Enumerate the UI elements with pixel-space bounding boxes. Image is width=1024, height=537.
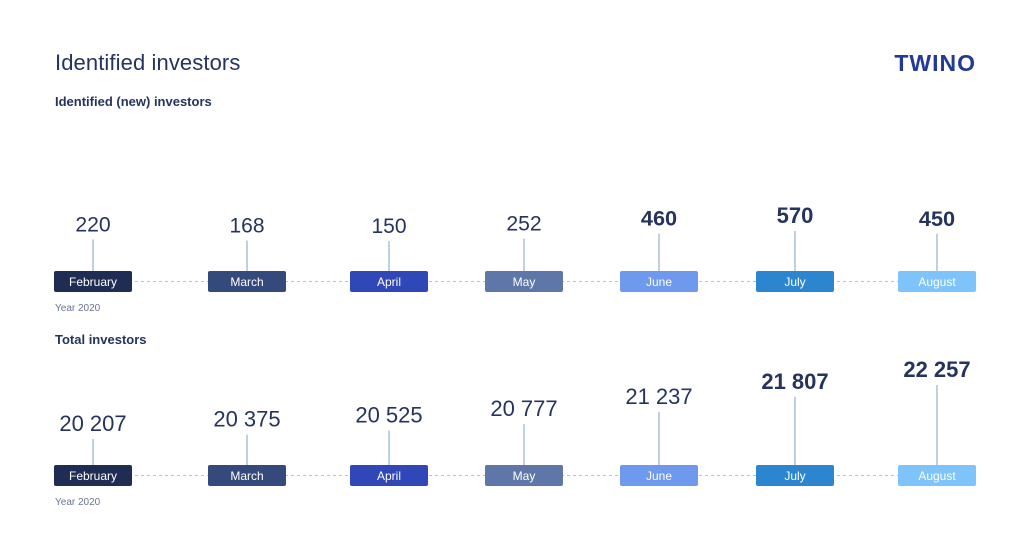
value-label: 22 257 <box>903 357 970 382</box>
value-label: 20 207 <box>59 411 126 436</box>
month-label: April <box>377 469 401 483</box>
value-label: 570 <box>777 203 814 228</box>
month-marker <box>208 465 286 486</box>
month-label: February <box>69 469 117 483</box>
value-label: 20 375 <box>213 407 280 432</box>
month-label: February <box>69 275 117 289</box>
total-investors-label: Total investors <box>55 332 147 347</box>
month-marker <box>350 271 428 292</box>
month-label: May <box>513 275 536 289</box>
month-label: August <box>918 275 956 289</box>
value-label: 168 <box>229 215 264 238</box>
month-marker <box>208 271 286 292</box>
month-marker <box>485 465 563 486</box>
month-marker <box>620 271 698 292</box>
month-marker <box>485 271 563 292</box>
new-investors-subtitle: Identified (new) investors <box>55 94 212 109</box>
month-label: August <box>918 469 956 483</box>
value-label: 252 <box>506 213 541 236</box>
month-label: June <box>646 469 672 483</box>
twino-logo: TWINO <box>894 50 976 76</box>
new-year-label: Year 2020 <box>55 303 101 314</box>
value-label: 150 <box>371 215 406 238</box>
month-marker <box>350 465 428 486</box>
month-marker <box>898 271 976 292</box>
value-label: 21 237 <box>625 384 692 409</box>
month-label: May <box>513 469 536 483</box>
month-marker <box>620 465 698 486</box>
month-label: March <box>230 469 263 483</box>
month-label: March <box>230 275 263 289</box>
value-label: 220 <box>75 213 110 236</box>
value-label: 460 <box>641 206 677 231</box>
month-label: June <box>646 275 672 289</box>
month-label: July <box>784 469 805 483</box>
value-label: 21 807 <box>761 369 828 394</box>
month-marker <box>756 271 834 292</box>
month-marker <box>756 465 834 486</box>
value-label: 20 777 <box>490 396 557 421</box>
value-label: 450 <box>919 206 955 231</box>
total-year-label: Year 2020 <box>55 497 101 508</box>
new-investors-timeline: 220 February 168 March 150 April 252 May 460 June… <box>54 203 976 292</box>
month-label: April <box>377 275 401 289</box>
page-title: Identified investors <box>55 50 241 75</box>
month-label: July <box>784 275 805 289</box>
month-marker <box>54 271 132 292</box>
month-marker <box>898 465 976 486</box>
month-marker <box>54 465 132 486</box>
value-label: 20 525 <box>355 403 422 428</box>
